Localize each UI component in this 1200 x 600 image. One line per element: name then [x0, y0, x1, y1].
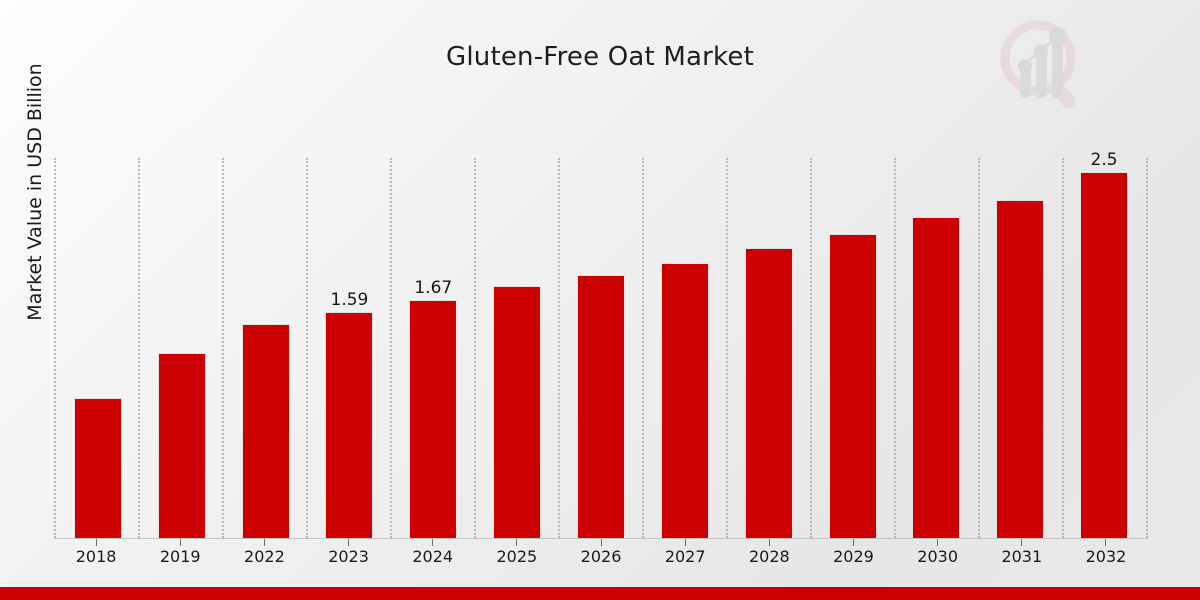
x-tick-label: 2028 — [748, 547, 790, 566]
tick-mark — [516, 539, 518, 546]
x-axis-tick-labels: 2018 2019 2022 2023 2024 2025 2026 2027 2028 2029… — [54, 547, 1148, 566]
tick-mark — [263, 539, 265, 546]
gridline-cell — [476, 158, 560, 538]
x-tick-label: 2029 — [833, 547, 874, 566]
gridline-cell — [644, 158, 728, 538]
tick-slot — [222, 539, 306, 546]
x-tick-label: 2027 — [664, 547, 706, 566]
bar-slot: 1.59 — [308, 158, 392, 538]
bar-slot — [559, 158, 643, 538]
tick-slot — [559, 539, 643, 546]
bar[interactable] — [325, 312, 374, 538]
bar-value-label: 1.67 — [414, 277, 453, 298]
tick-mark — [937, 539, 939, 546]
bar[interactable] — [828, 233, 877, 538]
x-tick-label: 2023 — [328, 547, 369, 566]
tick-slot — [896, 539, 980, 546]
bar[interactable] — [912, 216, 961, 538]
bar-slot — [727, 158, 811, 538]
bar-slot: 2.5 — [1062, 150, 1146, 538]
tick-slot — [138, 539, 222, 546]
gridline-cell — [812, 158, 896, 538]
gridline-cell — [140, 158, 224, 538]
bar-value-label: 2.5 — [1090, 150, 1118, 171]
tick-slot — [727, 539, 811, 546]
bars-layer: 1.59 1.67 2.5 — [56, 150, 1146, 538]
x-tick-label: 2032 — [1085, 547, 1127, 566]
tick-mark — [95, 539, 97, 546]
tick-slot — [980, 539, 1064, 546]
bar-slot — [56, 158, 140, 538]
tick-slot — [475, 539, 559, 546]
tick-slot — [306, 539, 390, 546]
gridline-cell — [896, 158, 980, 538]
bar[interactable] — [576, 275, 625, 538]
tick-mark — [852, 539, 854, 546]
x-tick-label: 2025 — [496, 547, 538, 566]
bar-slot — [140, 158, 224, 538]
tick-mark — [348, 539, 350, 546]
bar-slot — [643, 158, 727, 538]
bar[interactable] — [73, 397, 122, 538]
tick-slot — [643, 539, 727, 546]
magnifier-bar-chart-logo-icon — [992, 14, 1092, 114]
bar-value-label: 1.59 — [330, 290, 369, 310]
gridline-cell — [980, 158, 1064, 538]
x-tick-label: 2026 — [580, 547, 622, 566]
bar-slot — [475, 158, 559, 538]
x-tick-label: 2018 — [75, 547, 117, 566]
tick-mark — [432, 539, 434, 546]
x-tick-label: 2019 — [159, 547, 201, 566]
gridline-cell — [224, 158, 308, 538]
plot-area: 1.59 1.67 2.5 — [54, 150, 1148, 538]
tick-mark — [1105, 539, 1107, 546]
bar[interactable] — [1080, 172, 1129, 538]
bar[interactable] — [660, 262, 709, 538]
bar[interactable] — [241, 324, 290, 538]
tick-slot — [1064, 539, 1148, 546]
tick-mark — [1021, 539, 1023, 546]
tick-slot — [391, 539, 475, 546]
gridline-cell — [56, 158, 140, 538]
gridline-cell — [392, 158, 476, 538]
gridlines — [56, 158, 1146, 538]
x-tick-label: 2022 — [244, 547, 285, 566]
footer-accent-strip — [0, 587, 1200, 600]
bar[interactable] — [744, 247, 793, 538]
tick-slot — [54, 539, 138, 546]
bar-slot — [978, 158, 1062, 538]
y-axis-label: Market Value in USD Billion — [24, 63, 46, 321]
tick-mark — [684, 539, 686, 546]
bar-slot — [811, 158, 895, 538]
gridline-cell — [728, 158, 812, 538]
tick-slot — [811, 539, 895, 546]
bar[interactable] — [996, 199, 1045, 538]
gridline-cell — [308, 158, 392, 538]
chart-title: Gluten-Free Oat Market — [446, 42, 754, 72]
x-tick-label: 2031 — [1001, 547, 1043, 566]
x-axis-line — [54, 538, 1148, 539]
bar[interactable] — [409, 299, 458, 538]
bar-slot — [894, 158, 978, 538]
tick-mark — [179, 539, 181, 546]
bar-slot: 1.67 — [391, 158, 475, 538]
tick-mark — [768, 539, 770, 546]
bar[interactable] — [493, 285, 542, 538]
bar[interactable] — [157, 353, 206, 538]
gridline-cell — [560, 158, 644, 538]
bar-slot — [224, 158, 308, 538]
x-tick-label: 2030 — [917, 547, 958, 566]
x-tick-label: 2024 — [412, 547, 454, 566]
tick-mark — [600, 539, 602, 546]
x-axis-ticks — [54, 539, 1148, 546]
